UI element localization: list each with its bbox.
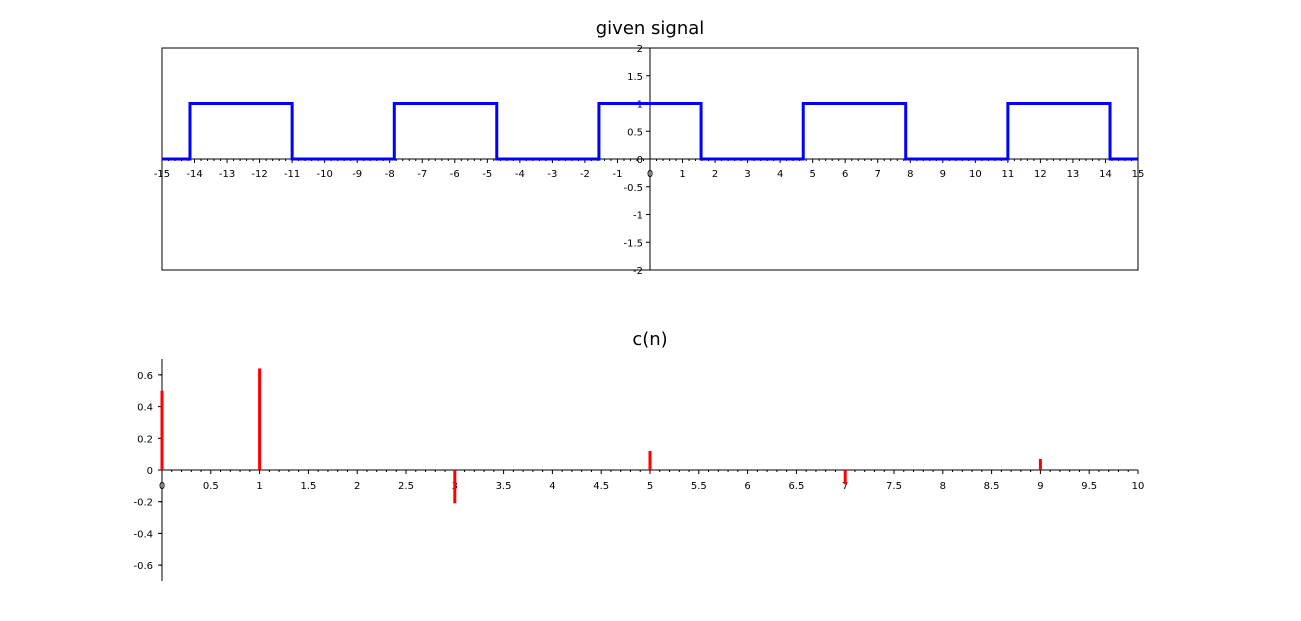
y-tick-label: 0.6	[137, 371, 153, 382]
x-tick-label: 12	[1034, 169, 1047, 180]
y-tick-label: -2	[633, 266, 643, 277]
x-tick-label: -7	[417, 169, 427, 180]
cn-stems	[160, 368, 1042, 504]
x-tick-label: -4	[515, 169, 525, 180]
x-tick-label: 4	[549, 481, 555, 492]
x-tick-label: 14	[1099, 169, 1112, 180]
x-tick-label: 5.5	[691, 481, 707, 492]
x-tick-label: -13	[219, 169, 235, 180]
given-signal-series	[162, 102, 1138, 161]
x-tick-label: 3	[744, 169, 750, 180]
x-tick-label: -6	[450, 169, 460, 180]
cn-title: c(n)	[632, 329, 667, 350]
x-tick-label: 7.5	[886, 481, 902, 492]
y-tick-label: -0.5	[623, 183, 643, 194]
y-tick-label: -0.2	[133, 498, 153, 509]
x-tick-label: 15	[1132, 169, 1145, 180]
signal-line	[162, 102, 1138, 161]
x-tick-label: 5	[647, 481, 653, 492]
x-tick-label: 0	[647, 169, 653, 180]
y-tick-label: 0.5	[627, 127, 643, 138]
x-tick-label: 1	[256, 481, 262, 492]
x-tick-label: -2	[580, 169, 590, 180]
y-tick-label: 0	[147, 466, 153, 477]
x-tick-label: -1	[612, 169, 622, 180]
x-tick-label: -12	[251, 169, 267, 180]
x-tick-label: 7	[842, 481, 848, 492]
x-tick-label: 8	[907, 169, 913, 180]
y-tick-label: 1.5	[627, 72, 643, 83]
x-tick-label: 6	[744, 481, 750, 492]
cn-plot: c(n) 00.511.522.533.544.555.566.577.588.…	[133, 329, 1144, 581]
cn-axes: 00.511.522.533.544.555.566.577.588.599.5…	[133, 359, 1144, 581]
x-tick-label: -15	[154, 169, 170, 180]
x-tick-label: 0.5	[203, 481, 219, 492]
x-tick-label: 1	[679, 169, 685, 180]
y-tick-label: 0	[637, 155, 643, 166]
y-tick-label: 2	[637, 44, 643, 55]
x-tick-label: -5	[482, 169, 492, 180]
x-tick-label: 1.5	[300, 481, 316, 492]
x-tick-label: 9	[1037, 481, 1043, 492]
x-tick-label: 9.5	[1081, 481, 1097, 492]
given-signal-title: given signal	[596, 18, 705, 39]
x-tick-label: 10	[1132, 481, 1145, 492]
x-tick-label: 6.5	[788, 481, 804, 492]
x-tick-label: -3	[547, 169, 557, 180]
x-tick-label: -8	[385, 169, 395, 180]
y-tick-label: 0.2	[137, 434, 153, 445]
x-tick-label: 5	[809, 169, 815, 180]
y-tick-label: -0.4	[133, 529, 153, 540]
x-tick-label: -14	[186, 169, 202, 180]
x-tick-label: 0	[159, 481, 165, 492]
x-tick-label: 13	[1067, 169, 1080, 180]
x-tick-label: 2	[712, 169, 718, 180]
x-tick-label: 9	[940, 169, 946, 180]
x-tick-label: -9	[352, 169, 362, 180]
x-tick-label: 10	[969, 169, 982, 180]
given-signal-plot: given signal -15 -14 -13 -12 -11 -10 -9 -8 -7 -6-…	[154, 18, 1145, 277]
x-tick-label: 8.5	[984, 481, 1000, 492]
y-tick-label: -1	[633, 211, 643, 222]
x-tick-label: 2	[354, 481, 360, 492]
y-tick-label: -1.5	[623, 238, 643, 249]
x-tick-label: 4	[777, 169, 783, 180]
x-tick-label: 4.5	[593, 481, 609, 492]
x-tick-label: 3.5	[496, 481, 512, 492]
x-tick-label: 6	[842, 169, 848, 180]
y-tick-label: 0.4	[137, 403, 153, 414]
x-tick-label: 8	[940, 481, 946, 492]
x-tick-label: 2.5	[398, 481, 414, 492]
x-tick-label: 11	[1001, 169, 1014, 180]
x-tick-label: -11	[284, 169, 300, 180]
x-tick-label: 7	[875, 169, 881, 180]
y-tick-label: -0.6	[133, 561, 153, 572]
x-tick-label: -10	[316, 169, 332, 180]
